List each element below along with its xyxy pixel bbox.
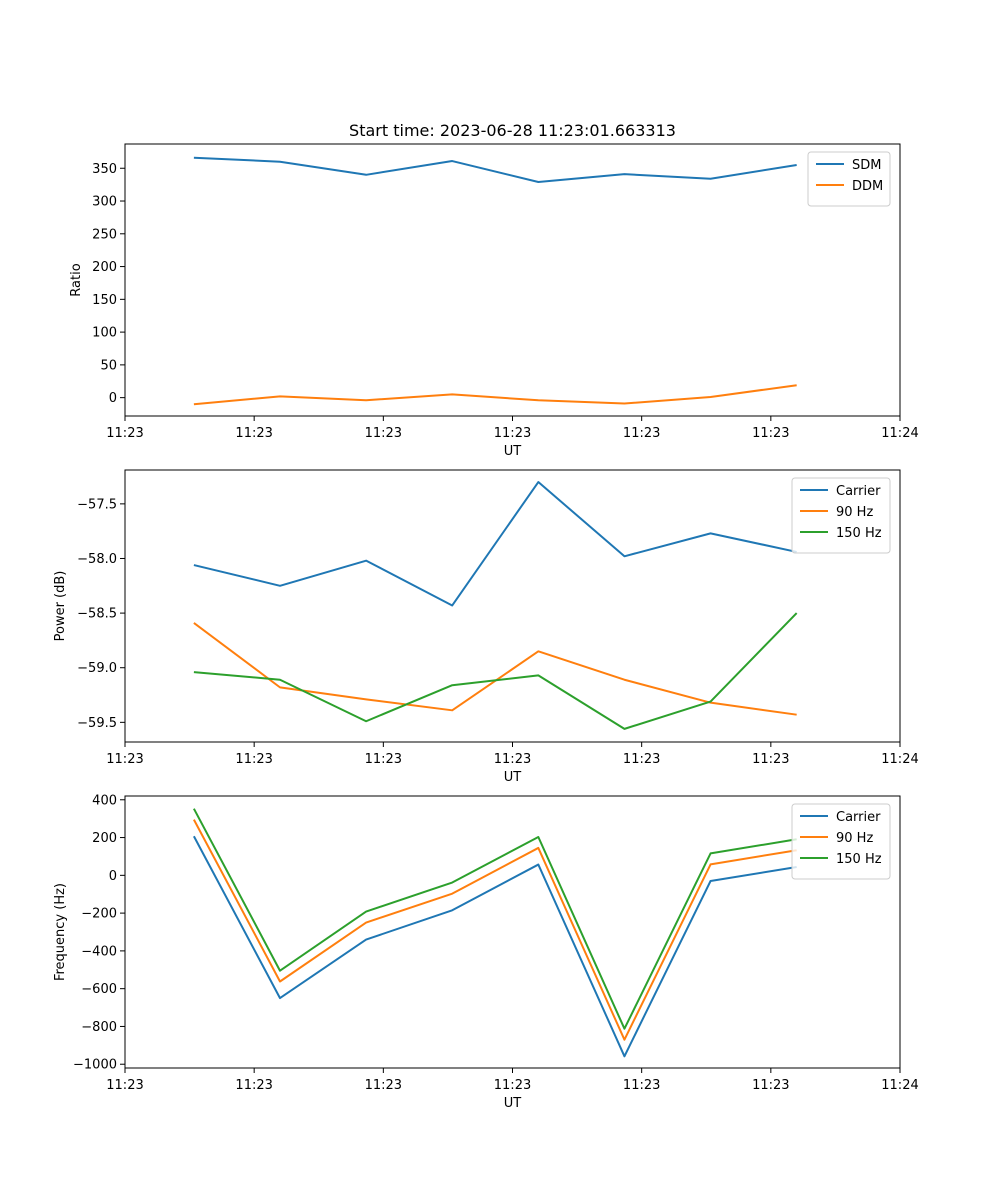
y-tick-label: 200 — [92, 831, 117, 846]
y-tick-label: 200 — [92, 260, 117, 275]
x-axis-label: UT — [504, 1096, 522, 1111]
x-tick-label: 11:23 — [365, 1078, 402, 1093]
power-panel: 11:23 11:23 11:23 11:23 11:23 11:23 11:24 −59.5… — [53, 469, 919, 785]
y-axis-label: Frequency (Hz) — [53, 883, 68, 981]
x-tick-label: 11:23 — [365, 752, 402, 767]
y-tick-label: 350 — [92, 162, 117, 177]
legend-box — [791, 803, 891, 880]
y-tick-label: 0 — [109, 391, 117, 406]
y-tick-label: −59.5 — [77, 716, 117, 731]
x-tick-label: 11:23 — [623, 426, 660, 441]
x-axis-label: UT — [504, 444, 522, 459]
y-tick-label: −58.0 — [77, 552, 117, 567]
x-tick-label: 11:23 — [623, 752, 660, 767]
legend-label: 90 Hz — [836, 505, 873, 520]
y-axis-label: Power (dB) — [53, 571, 68, 642]
y-tick-label: 250 — [92, 227, 117, 242]
series-line-150-hz — [193, 808, 797, 1030]
x-tick-label: 11:23 — [235, 752, 272, 767]
frequency-panel: 11:23 11:23 11:23 11:23 11:23 11:23 11:24 −1000… — [53, 793, 919, 1111]
y-axis-label: Ratio — [69, 263, 84, 296]
x-axis-label: UT — [504, 770, 522, 785]
y-tick-label: −400 — [81, 944, 117, 959]
x-tick-label: 11:23 — [494, 1078, 531, 1093]
x-tick-label: 11:24 — [881, 752, 918, 767]
legend-box — [807, 151, 891, 207]
series-line-carrier — [193, 835, 797, 1058]
series-line-carrier — [193, 481, 797, 607]
ratio-panel: 11:23 11:23 11:23 11:23 11:23 11:23 11:24 0 50 10… — [69, 121, 919, 459]
y-tick-label: 50 — [100, 358, 117, 373]
legend: SDM DDM — [807, 151, 891, 207]
x-tick-label: 11:23 — [752, 426, 789, 441]
x-tick-label: 11:23 — [752, 752, 789, 767]
x-tick-label: 11:23 — [106, 752, 143, 767]
y-tick-label: 300 — [92, 195, 117, 210]
legend: Carrier 90 Hz 150 Hz — [791, 477, 891, 554]
x-tick-label: 11:23 — [235, 1078, 272, 1093]
y-tick-label: −59.0 — [77, 661, 117, 676]
x-tick-label: 11:23 — [106, 1078, 143, 1093]
y-tick-label: 400 — [92, 793, 117, 808]
x-tick-label: 11:23 — [106, 426, 143, 441]
x-tick-label: 11:23 — [235, 426, 272, 441]
y-tick-label: −800 — [81, 1020, 117, 1035]
y-tick-label: 0 — [109, 869, 117, 884]
x-tick-label: 11:23 — [623, 1078, 660, 1093]
x-tick-label: 11:24 — [881, 1078, 918, 1093]
y-tick-label: −58.5 — [77, 607, 117, 622]
chart-title: Start time: 2023-06-28 11:23:01.663313 — [349, 121, 676, 140]
legend-label: 90 Hz — [836, 831, 873, 846]
legend-box — [791, 477, 891, 554]
series-line-ddm — [193, 384, 797, 406]
y-tick-label: 150 — [92, 293, 117, 308]
series-line-90-hz — [193, 819, 797, 1041]
legend: Carrier 90 Hz 150 Hz — [791, 803, 891, 880]
x-tick-label: 11:23 — [752, 1078, 789, 1093]
series-line-sdm — [193, 156, 797, 184]
y-tick-label: −57.5 — [77, 497, 117, 512]
legend-label: 150 Hz — [836, 526, 882, 541]
y-tick-label: −200 — [81, 907, 117, 922]
legend-label: Carrier — [836, 810, 881, 825]
y-tick-label: −1000 — [73, 1058, 117, 1073]
y-tick-label: −600 — [81, 982, 117, 997]
x-tick-label: 11:23 — [494, 426, 531, 441]
x-tick-label: 11:24 — [881, 426, 918, 441]
legend-label: DDM — [852, 179, 883, 194]
series-line-150-hz — [193, 612, 798, 730]
x-tick-label: 11:23 — [494, 752, 531, 767]
legend-label: Carrier — [836, 484, 881, 499]
legend-label: 150 Hz — [836, 852, 882, 867]
x-tick-label: 11:23 — [365, 426, 402, 441]
legend-label: SDM — [852, 158, 881, 173]
y-tick-label: 100 — [92, 326, 117, 341]
